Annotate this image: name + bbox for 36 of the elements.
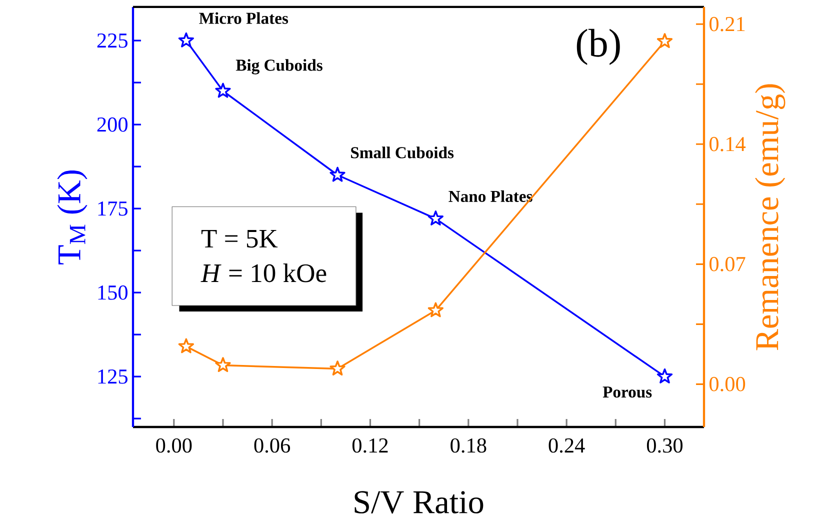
point <box>428 210 444 226</box>
annotation: H = 10 kOe <box>200 264 326 282</box>
point <box>215 82 231 98</box>
x-tick-label: 0.30 <box>646 438 683 453</box>
annotation: T = 5K <box>201 230 278 248</box>
x-tick-label: 0.12 <box>352 438 388 453</box>
x-tick-label: 0.06 <box>254 438 290 453</box>
point <box>656 33 673 48</box>
y2-tick-label: 0.14 <box>710 136 746 152</box>
y2-tick-label: 0.21 <box>710 16 745 32</box>
y-tick-label: 175 <box>98 201 128 216</box>
y-tick-label: 225 <box>97 33 128 48</box>
y-tick-label: 150 <box>98 285 128 300</box>
y-tick-label: 200 <box>97 117 128 132</box>
point <box>178 32 194 48</box>
point <box>428 302 444 318</box>
y-axis-title: T$_{M}$ (K) <box>57 170 88 264</box>
y2-axis-title: Remanence (emu/g) <box>755 84 786 350</box>
annotation: (b) <box>576 28 620 65</box>
y-tick-label: 125 <box>98 369 128 384</box>
x-tick-label: 0.00 <box>156 438 192 453</box>
annotation: Porous <box>602 386 652 398</box>
point <box>330 360 346 376</box>
annotation: Small Cuboids <box>351 146 454 158</box>
annotation: Micro Plates <box>199 12 288 24</box>
annotation: Big Cuboids <box>236 59 322 74</box>
x-axis-title: S/V Ratio <box>354 491 484 514</box>
x-tick-label: 0.18 <box>450 438 486 453</box>
point <box>215 357 231 372</box>
annotation: Nano Plates <box>448 190 532 202</box>
point <box>330 166 346 182</box>
point <box>178 338 194 354</box>
y2-tick-label: 0.07 <box>710 256 746 272</box>
point <box>656 368 673 384</box>
y2-tick-label: 0.00 <box>710 376 746 392</box>
x-tick-label: 0.24 <box>548 438 585 453</box>
